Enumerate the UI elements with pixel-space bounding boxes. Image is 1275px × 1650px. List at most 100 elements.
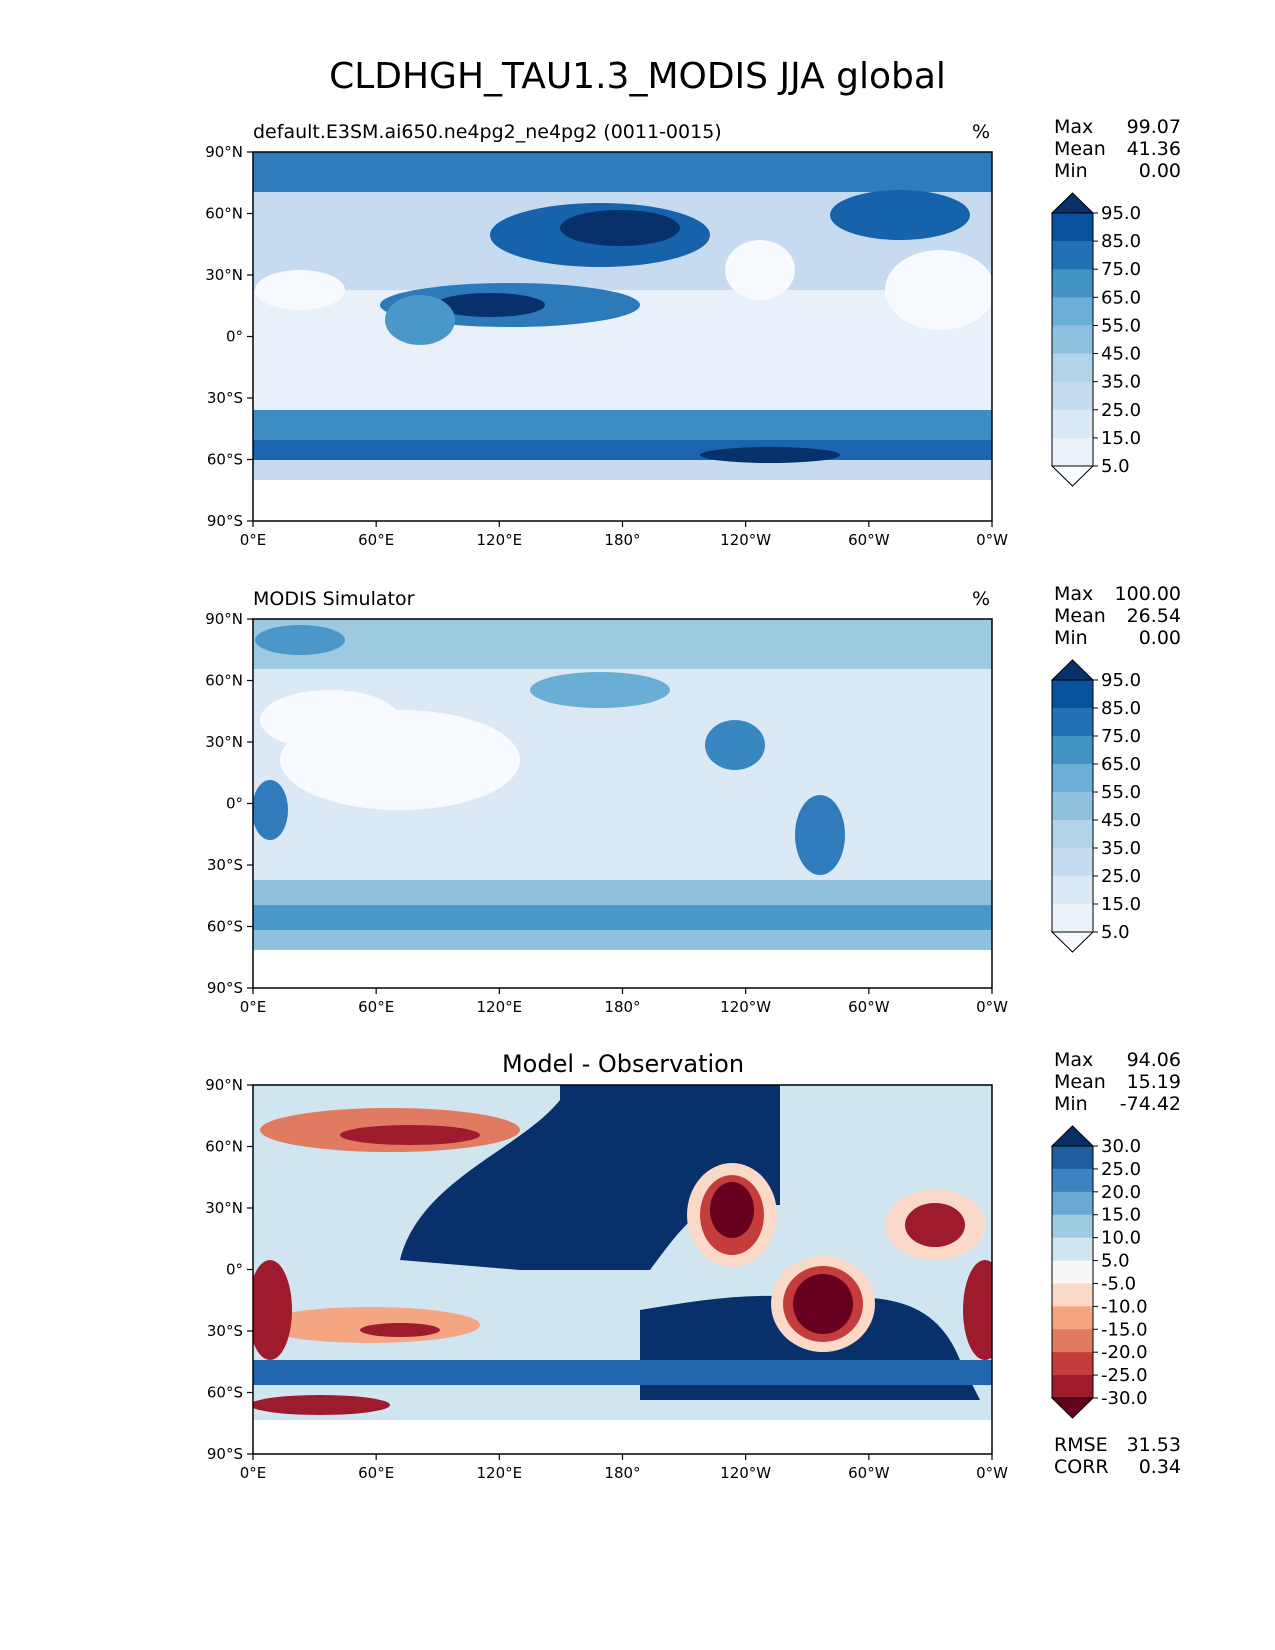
stat-mean: 15.19 (1126, 1071, 1181, 1093)
stat-label: Mean (1054, 1071, 1106, 1093)
map-panel-2 (253, 619, 992, 988)
lon-tick-label: 180° (604, 998, 640, 1016)
lat-tick-label: 0° (226, 328, 243, 346)
colorbar-label: 45.0 (1101, 810, 1141, 831)
lat-tick-label: 90°S (207, 979, 243, 997)
colorbar-label: 65.0 (1101, 754, 1141, 775)
colorbar-segment (1052, 764, 1093, 793)
colorbar-label: 25.0 (1101, 400, 1141, 421)
lon-tick-label: 60°E (358, 1464, 394, 1482)
colorbar-segment (1052, 1352, 1093, 1376)
stat-label: CORR (1054, 1456, 1109, 1478)
colorbar-segment (1052, 437, 1093, 467)
colorbar-segment (1052, 213, 1093, 242)
colorbar-frame (1051, 212, 1094, 467)
lon-tick-label: 120°E (477, 998, 523, 1016)
colorbar-segment (1052, 325, 1093, 355)
colorbar-label: 10.0 (1101, 1228, 1141, 1249)
stat-label: Max (1054, 116, 1094, 138)
colorbar-segment (1052, 1260, 1093, 1284)
stat-label: Mean (1054, 605, 1106, 627)
colorbar-segment (1052, 1168, 1093, 1193)
lon-tick-label: 0°W (976, 998, 1008, 1016)
panel-2-title: MODIS Simulator (253, 588, 415, 610)
colorbar-label: 5.0 (1101, 1251, 1130, 1272)
stat-corr: 0.34 (1138, 1456, 1181, 1478)
colorbar-segment (1052, 353, 1093, 383)
colorbar-segment (1052, 1329, 1093, 1353)
panel-1-stats: Max 99.07 Mean 41.36 Min 0.00 (1054, 116, 1181, 182)
colorbar-segment (1052, 1191, 1093, 1216)
panel-3-title: Model - Observation (501, 1050, 745, 1078)
colorbar-extend-min (1050, 465, 1095, 487)
colorbar-label: 55.0 (1101, 782, 1141, 803)
colorbar-segment (1052, 297, 1093, 326)
axis-ticks: 90°N60°N30°N0°30°S60°S90°S0°E 60°E 120°E 18… (205, 143, 1008, 1482)
stat-label: Max (1054, 583, 1094, 605)
lat-tick-label: 30°N (205, 1199, 243, 1217)
lon-tick-label: 60°W (848, 531, 890, 549)
lon-tick-label: 120°W (720, 1464, 771, 1482)
stat-min: -74.42 (1119, 1093, 1181, 1115)
colorbar-segment (1052, 848, 1093, 877)
lat-tick-label: 60°N (205, 672, 243, 690)
lon-tick-label: 60°W (848, 1464, 890, 1482)
map-panel-3 (253, 1085, 992, 1454)
colorbar-segment (1052, 269, 1093, 298)
lon-tick-label: 120°E (477, 531, 523, 549)
colorbar-label: 95.0 (1101, 670, 1141, 691)
colorbar-extend-max (1050, 659, 1095, 681)
lat-tick-label: 30°S (207, 856, 243, 874)
lon-tick-label: 60°W (848, 998, 890, 1016)
colorbar-extend-min (1050, 931, 1095, 953)
colorbar-label: -20.0 (1101, 1342, 1148, 1363)
colorbar-segment (1052, 876, 1093, 905)
panel-3-error-stats: RMSE 31.53 CORR 0.34 (1054, 1434, 1181, 1478)
figure-title: CLDHGH_TAU1.3_MODIS JJA global (329, 56, 946, 97)
colorbar-label: 85.0 (1101, 231, 1141, 252)
panel-2-stats: Max 100.00 Mean 26.54 Min 0.00 (1054, 583, 1181, 649)
lat-tick-label: 30°N (205, 733, 243, 751)
colorbar-segment (1052, 241, 1093, 270)
colorbar-label: 55.0 (1101, 315, 1141, 336)
stat-label: Min (1054, 627, 1088, 649)
lat-tick-label: 30°S (207, 1322, 243, 1340)
colorbar-label: 65.0 (1101, 287, 1141, 308)
stat-max: 100.00 (1114, 583, 1181, 605)
lon-tick-label: 0°E (240, 531, 267, 549)
stat-label: RMSE (1054, 1434, 1108, 1456)
lat-tick-label: 60°S (207, 1384, 243, 1402)
stat-mean: 41.36 (1126, 138, 1181, 160)
colorbar-label: 20.0 (1101, 1182, 1141, 1203)
colorbar-extend-max (1050, 1125, 1095, 1147)
stat-label: Max (1054, 1049, 1094, 1071)
colorbar-label: 75.0 (1101, 726, 1141, 747)
lat-tick-label: 0° (226, 795, 243, 813)
lat-tick-label: 90°S (207, 512, 243, 530)
colorbar-extend-min (1050, 1397, 1095, 1419)
lon-tick-label: 180° (604, 1464, 640, 1482)
stat-min: 0.00 (1138, 160, 1181, 182)
colorbar-label: 95.0 (1101, 203, 1141, 224)
lat-tick-label: 90°S (207, 1445, 243, 1463)
colorbar-label: 5.0 (1101, 456, 1130, 477)
colorbar-segment (1052, 1306, 1093, 1330)
lat-tick-label: 30°N (205, 266, 243, 284)
lat-tick-label: 60°N (205, 1138, 243, 1156)
panel-2-units: % (972, 588, 991, 610)
colorbar-label: -15.0 (1101, 1319, 1148, 1340)
lat-tick-label: 60°N (205, 205, 243, 223)
stat-max: 99.07 (1126, 116, 1181, 138)
colorbar-label: 75.0 (1101, 259, 1141, 280)
colorbar-segment (1052, 1146, 1093, 1170)
colorbar-label: -25.0 (1101, 1365, 1148, 1386)
panel-3-stats: Max 94.06 Mean 15.19 Min -74.42 (1054, 1049, 1181, 1115)
colorbar-segment (1052, 904, 1093, 933)
colorbar-segment (1052, 820, 1093, 849)
colorbar-segment (1052, 792, 1093, 821)
colorbar-label: 35.0 (1101, 372, 1141, 393)
lon-tick-label: 120°W (720, 531, 771, 549)
panel-1-units: % (972, 121, 991, 143)
lon-tick-label: 0°E (240, 1464, 267, 1482)
